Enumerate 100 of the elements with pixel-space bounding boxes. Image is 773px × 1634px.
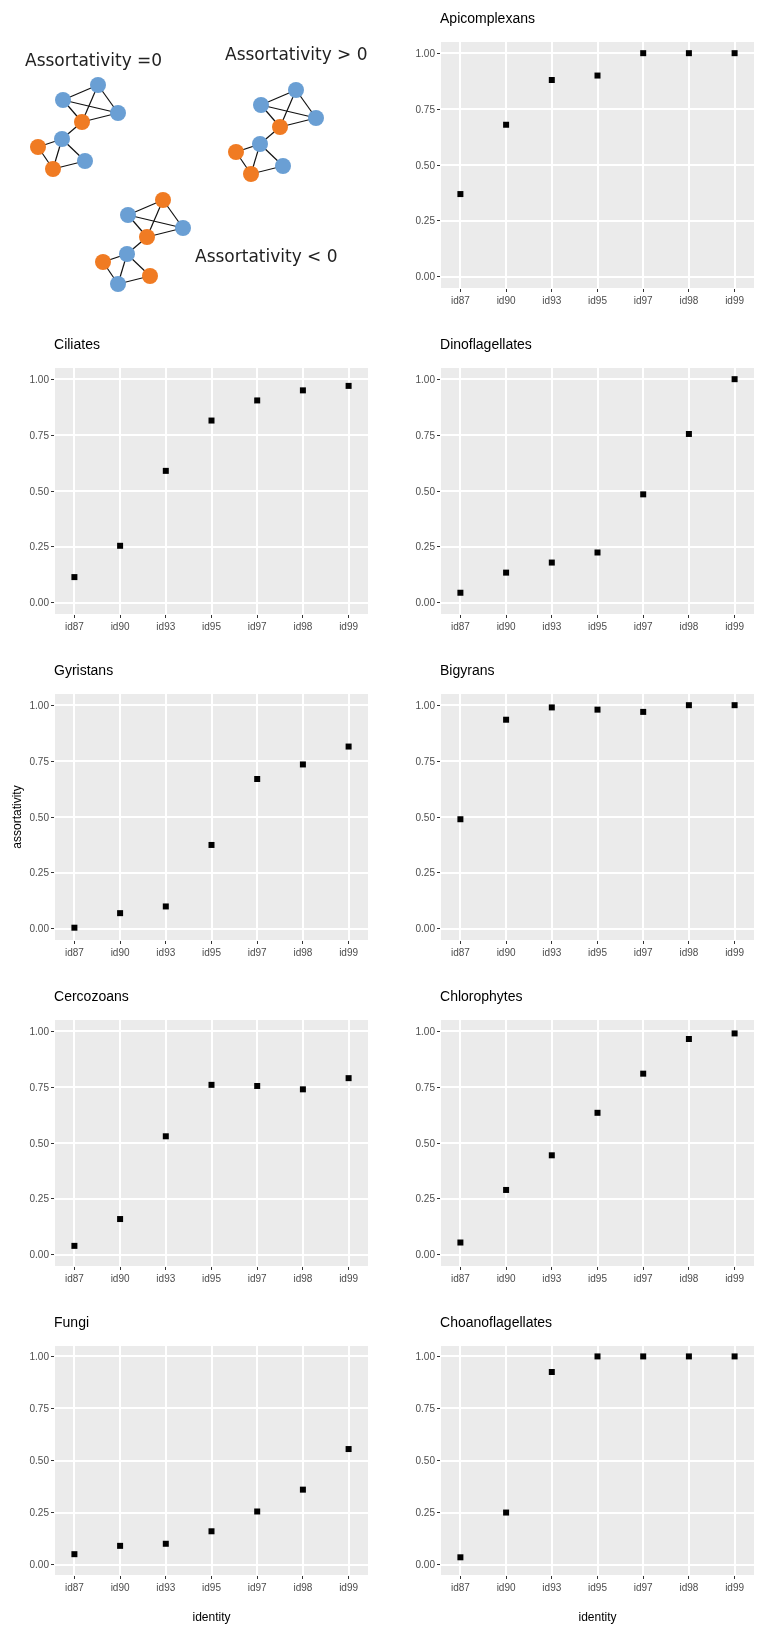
y-tick-label: 0.75 bbox=[29, 1081, 50, 1093]
chart-title: Choanoflagellates bbox=[440, 1313, 553, 1330]
point bbox=[299, 1486, 306, 1493]
point bbox=[71, 1551, 78, 1558]
x-tick-label: id87 bbox=[64, 947, 85, 958]
x-tick-label: id90 bbox=[496, 947, 516, 958]
x-tick-label: id93 bbox=[542, 947, 562, 958]
point bbox=[345, 1075, 352, 1082]
point bbox=[731, 1030, 738, 1037]
point bbox=[548, 1369, 555, 1376]
chart-title: Gyristans bbox=[54, 661, 114, 678]
point bbox=[640, 1353, 647, 1360]
y-tick-label: 0.50 bbox=[415, 1455, 436, 1466]
x-tick-label: id93 bbox=[156, 1273, 176, 1284]
x-tick-label: id95 bbox=[588, 1582, 608, 1593]
y-tick-label: 0.25 bbox=[415, 215, 436, 227]
x-tick-label: id95 bbox=[588, 295, 608, 306]
x-tick-label: id97 bbox=[633, 947, 654, 958]
x-tick-label: id97 bbox=[247, 947, 268, 958]
point bbox=[548, 559, 555, 566]
y-tick-label: 0.25 bbox=[29, 867, 50, 879]
y-tick-label: 1.00 bbox=[29, 373, 50, 385]
x-tick-label: id90 bbox=[110, 1273, 130, 1284]
chart-title: Fungi bbox=[54, 1313, 90, 1330]
x-tick-label: id99 bbox=[339, 621, 359, 632]
chart-title: Cercozoans bbox=[54, 987, 129, 1004]
point bbox=[117, 1216, 124, 1223]
point bbox=[162, 1540, 169, 1547]
y-tick-label: 1.00 bbox=[415, 1350, 436, 1362]
point bbox=[685, 50, 692, 57]
x-axis-title: identity bbox=[578, 1610, 617, 1624]
y-tick-label: 0.25 bbox=[29, 541, 50, 553]
x-tick-label: id93 bbox=[156, 1582, 176, 1593]
point bbox=[208, 1081, 215, 1088]
point bbox=[457, 1239, 464, 1246]
x-tick-label: id90 bbox=[496, 295, 516, 306]
y-tick-label: 1.00 bbox=[29, 1350, 50, 1362]
x-tick-label: id90 bbox=[110, 621, 130, 632]
x-tick-label: id98 bbox=[679, 295, 699, 306]
x-tick-label: id99 bbox=[725, 621, 745, 632]
x-tick-label: id87 bbox=[450, 621, 471, 632]
y-tick-label: 1.00 bbox=[29, 1025, 50, 1037]
point bbox=[254, 1508, 261, 1515]
chart-title: Ciliates bbox=[54, 335, 100, 352]
y-tick-label: 0.00 bbox=[415, 923, 436, 935]
x-tick-label: id99 bbox=[339, 1273, 359, 1284]
x-tick-label: id90 bbox=[496, 1273, 516, 1284]
y-tick-label: 0.75 bbox=[415, 103, 436, 115]
point bbox=[457, 191, 464, 198]
point bbox=[685, 1036, 692, 1043]
x-tick-label: id87 bbox=[64, 621, 85, 632]
point bbox=[640, 50, 647, 57]
point bbox=[345, 1446, 352, 1453]
x-tick-label: id95 bbox=[202, 621, 222, 632]
point bbox=[731, 702, 738, 709]
point bbox=[457, 589, 464, 596]
x-tick-label: id93 bbox=[542, 621, 562, 632]
y-tick-label: 0.00 bbox=[415, 271, 436, 283]
y-tick-label: 0.00 bbox=[415, 1559, 436, 1571]
y-tick-label: 0.50 bbox=[29, 1137, 50, 1149]
point bbox=[208, 1528, 215, 1535]
x-tick-label: id95 bbox=[202, 1582, 222, 1593]
point bbox=[503, 1509, 510, 1516]
x-tick-label: id97 bbox=[247, 1273, 268, 1284]
point bbox=[162, 903, 169, 910]
x-tick-label: id93 bbox=[542, 1273, 562, 1284]
x-tick-label: id98 bbox=[293, 1582, 313, 1593]
x-tick-label: id98 bbox=[293, 621, 313, 632]
y-tick-label: 0.75 bbox=[415, 429, 436, 441]
y-tick-label: 1.00 bbox=[415, 699, 436, 711]
x-tick-label: id98 bbox=[293, 1273, 313, 1284]
x-tick-label: id87 bbox=[450, 295, 471, 306]
y-tick-label: 0.25 bbox=[415, 867, 436, 879]
point bbox=[71, 924, 78, 931]
point bbox=[254, 1082, 261, 1089]
point bbox=[117, 910, 124, 917]
point bbox=[208, 417, 215, 424]
x-tick-label: id99 bbox=[725, 295, 745, 306]
point bbox=[594, 549, 601, 556]
y-tick-label: 1.00 bbox=[415, 1025, 436, 1037]
y-tick-label: 1.00 bbox=[415, 47, 436, 59]
point bbox=[503, 716, 510, 723]
x-tick-label: id95 bbox=[202, 1273, 222, 1284]
point bbox=[640, 708, 647, 715]
point bbox=[162, 467, 169, 474]
x-tick-label: id98 bbox=[679, 1273, 699, 1284]
chart-title: Apicomplexans bbox=[440, 9, 535, 26]
y-tick-label: 0.75 bbox=[415, 1402, 436, 1414]
chart-title: Bigyrans bbox=[440, 661, 495, 678]
x-tick-label: id95 bbox=[588, 947, 608, 958]
y-tick-label: 0.50 bbox=[29, 1455, 50, 1466]
x-tick-label: id99 bbox=[725, 1273, 745, 1284]
point bbox=[299, 761, 306, 768]
x-tick-label: id97 bbox=[633, 1582, 654, 1593]
y-tick-label: 0.50 bbox=[29, 485, 50, 497]
x-tick-label: id87 bbox=[450, 947, 471, 958]
point bbox=[71, 1242, 78, 1249]
x-tick-label: id87 bbox=[64, 1273, 85, 1284]
x-tick-label: id90 bbox=[496, 1582, 516, 1593]
x-tick-label: id98 bbox=[679, 947, 699, 958]
